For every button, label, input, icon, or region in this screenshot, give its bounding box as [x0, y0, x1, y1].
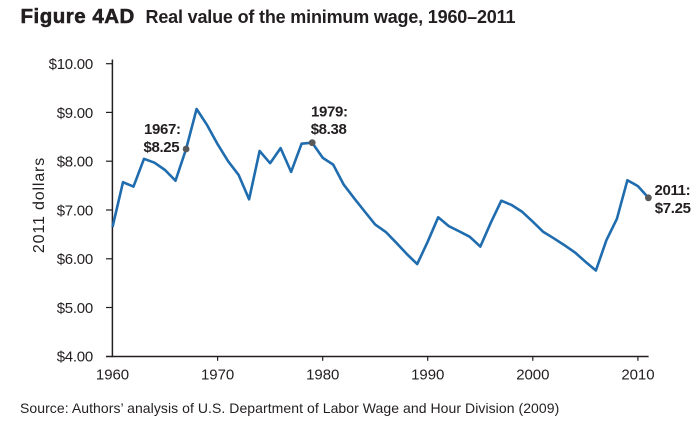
svg-text:$10.00: $10.00 [49, 56, 93, 73]
svg-text:$8.38: $8.38 [311, 121, 347, 138]
svg-text:$7.00: $7.00 [57, 202, 93, 219]
svg-text:1990: 1990 [411, 367, 444, 384]
svg-text:$5.00: $5.00 [57, 300, 93, 317]
svg-text:2011 dollars: 2011 dollars [31, 157, 48, 253]
svg-text:1960: 1960 [96, 367, 129, 384]
svg-text:Figure 4AD: Figure 4AD [21, 5, 135, 28]
svg-text:$6.00: $6.00 [57, 251, 93, 268]
svg-text:Real value of the minimum wage: Real value of the minimum wage, 1960–201… [146, 7, 516, 27]
svg-text:2010: 2010 [621, 367, 654, 384]
svg-text:2000: 2000 [516, 367, 549, 384]
svg-text:1979:: 1979: [311, 103, 348, 120]
svg-text:$4.00: $4.00 [57, 349, 93, 366]
svg-text:$8.25: $8.25 [144, 139, 180, 156]
svg-text:$7.25: $7.25 [655, 200, 691, 217]
svg-text:Source: Authors’ analysis of U: Source: Authors’ analysis of U.S. Depart… [20, 400, 559, 416]
svg-text:2011:: 2011: [655, 182, 691, 199]
svg-text:1970: 1970 [201, 367, 234, 384]
svg-text:1980: 1980 [306, 367, 339, 384]
svg-text:1967:: 1967: [144, 121, 181, 138]
svg-text:$8.00: $8.00 [57, 154, 93, 171]
svg-text:$9.00: $9.00 [57, 105, 93, 122]
